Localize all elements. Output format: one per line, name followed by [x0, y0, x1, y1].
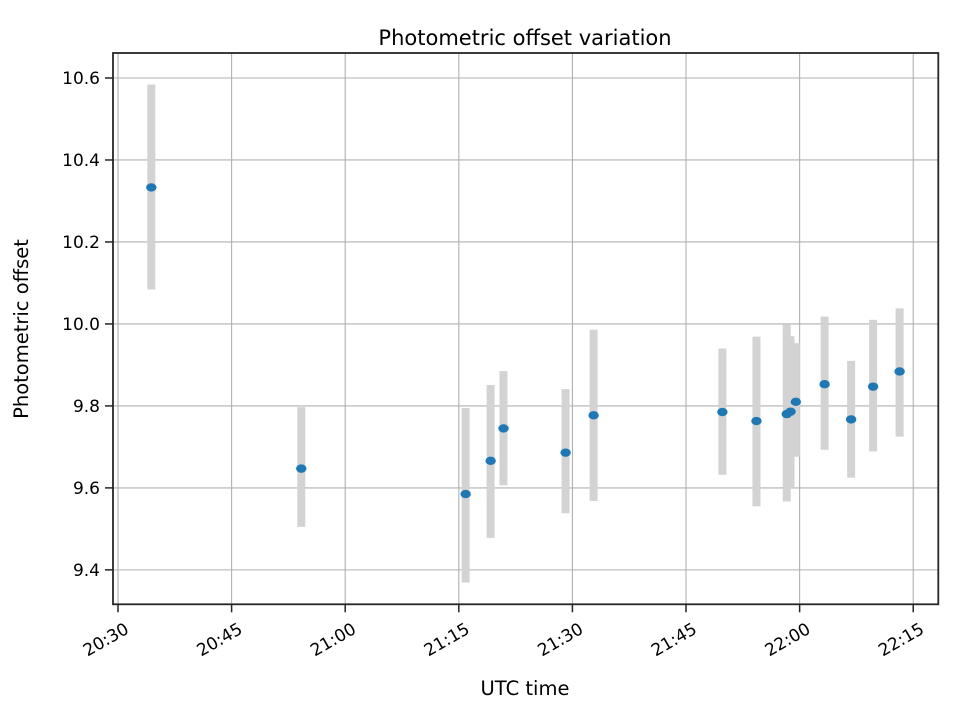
x-tick-label: 22:00 — [762, 619, 814, 661]
x-tick-label: 21:15 — [421, 619, 473, 661]
x-tick-label: 21:45 — [648, 619, 700, 661]
data-point — [717, 407, 728, 417]
data-point — [560, 448, 571, 457]
y-tick-label: 10.4 — [62, 151, 100, 171]
x-tick-label: 22:15 — [875, 619, 927, 661]
data-point — [498, 424, 509, 433]
data-point — [845, 415, 857, 424]
y-tick-label: 10.6 — [62, 69, 100, 89]
x-tick-label: 21:00 — [307, 619, 359, 661]
data-point — [460, 489, 471, 499]
y-axis-label: Photometric offset — [10, 239, 33, 419]
plot-border — [112, 52, 940, 606]
x-axis-label: UTC time — [481, 677, 570, 700]
y-tick-label: 10.2 — [62, 233, 100, 253]
data-point — [819, 379, 830, 389]
data-point — [790, 397, 802, 407]
grid-layer — [113, 53, 939, 605]
chart-title: Photometric offset variation — [378, 26, 671, 50]
data-point — [146, 183, 157, 192]
data-point — [588, 411, 599, 420]
data-point — [867, 382, 879, 391]
x-tick-label: 21:30 — [534, 619, 586, 661]
data-point — [296, 464, 307, 473]
y-tick-label: 10.0 — [62, 315, 100, 335]
y-tick-label: 9.8 — [73, 397, 100, 417]
axes-layer — [105, 52, 940, 613]
data-point — [751, 416, 762, 426]
x-tick-label: 20:30 — [80, 619, 132, 661]
data-point — [894, 367, 905, 376]
marker-layer — [146, 183, 905, 499]
y-tick-label: 9.4 — [73, 561, 100, 581]
data-point — [485, 456, 496, 466]
errorbar-layer — [147, 84, 904, 583]
x-tick-label: 20:45 — [194, 619, 246, 661]
y-tick-label: 9.6 — [73, 479, 100, 499]
data-point — [785, 407, 796, 416]
